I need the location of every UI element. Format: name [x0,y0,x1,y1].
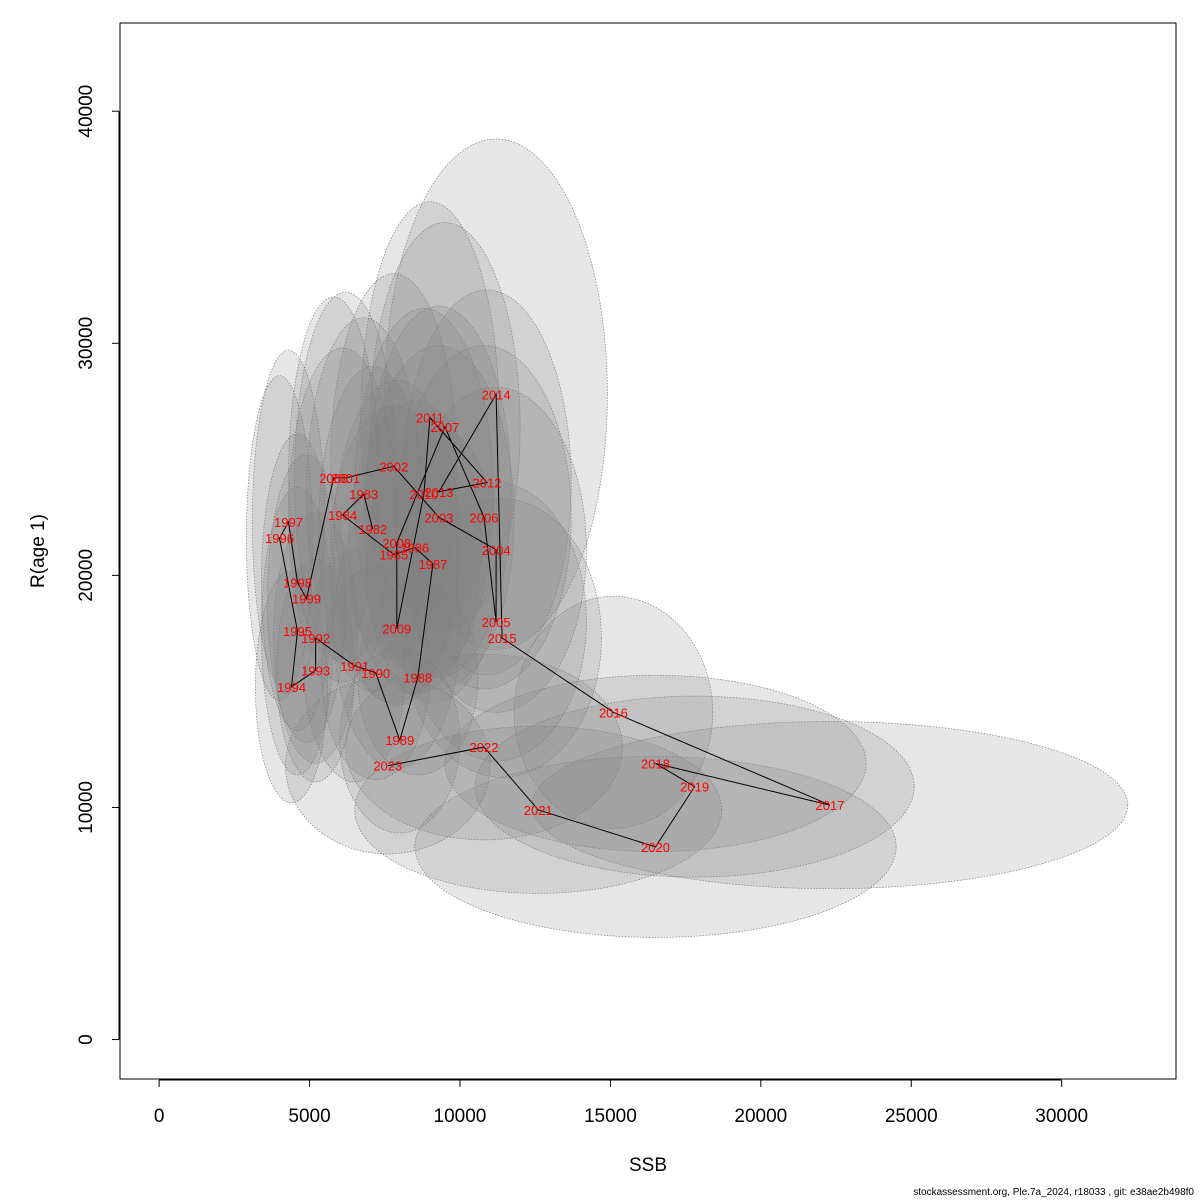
year-label-2003: 2003 [424,510,453,525]
year-label-2013: 2013 [424,485,453,500]
year-label-2014: 2014 [482,387,511,402]
plot-frame [119,22,1177,1080]
y-axis: 0 10000 20000 30000 40000 [76,85,120,1045]
year-label-1993: 1993 [301,664,330,679]
year-label-2008: 2008 [382,536,411,551]
year-label-2005: 2005 [482,615,511,630]
x-axis-title: SSB [629,1155,667,1176]
y-axis-title: R(age 1) [28,514,49,588]
x-tick-label: 20000 [734,1106,787,1127]
year-label-2011: 2011 [416,411,444,426]
year-label-2018: 2018 [641,756,670,771]
x-tick-label: 0 [154,1106,165,1127]
year-label-1982: 1982 [358,522,387,537]
x-tick-label: 15000 [584,1106,637,1127]
year-label-2017: 2017 [816,798,845,813]
year-label-2000: 2000 [319,471,348,486]
y-tick-label: 0 [76,1034,97,1045]
uncertainty-ellipses [246,138,1129,938]
year-label-2023: 2023 [373,759,402,774]
year-label-2019: 2019 [680,780,709,795]
year-label-1991: 1991 [340,659,369,674]
year-label-2015: 2015 [488,631,517,646]
year-label-1984: 1984 [328,508,357,523]
y-tick-label: 30000 [76,317,97,370]
year-label-2007: 2007 [430,420,459,435]
x-tick-label: 25000 [885,1106,938,1127]
year-label-1994: 1994 [277,680,306,695]
year-label-1988: 1988 [403,671,432,686]
year-label-1985: 1985 [379,548,408,563]
year-label-2002: 2002 [379,459,408,474]
year-label-1995: 1995 [283,624,312,639]
year-label-1997: 1997 [274,515,303,530]
year-label-2021: 2021 [524,803,553,818]
year-label-2022: 2022 [470,740,499,755]
year-label-2012: 2012 [473,476,502,491]
year-label-2001: 2001 [331,471,360,486]
year-label-2010: 2010 [409,487,438,502]
year-trajectory-line [278,392,831,848]
year-label-2006: 2006 [470,510,499,525]
year-label-1999: 1999 [292,592,321,607]
y-tick-label: 10000 [76,781,97,834]
year-label-2016: 2016 [599,705,628,720]
year-label-1989: 1989 [385,733,414,748]
year-label-1992: 1992 [301,631,330,646]
year-label-2009: 2009 [382,622,411,637]
footer-credit: stockassessment.org, Ple.7a_2024, r18033… [913,1187,1194,1198]
year-label-1986: 1986 [400,541,429,556]
x-axis: 0 5000 10000 15000 20000 25000 30000 [154,1079,1088,1127]
x-tick-label: 5000 [288,1106,330,1127]
year-label-2004: 2004 [482,543,511,558]
y-tick-label: 20000 [76,549,97,602]
year-label-1990: 1990 [361,666,390,681]
year-label-1996: 1996 [265,531,294,546]
year-label-1998: 1998 [283,575,312,590]
year-label-2020: 2020 [641,840,670,855]
year-label-1983: 1983 [349,487,378,502]
x-tick-label: 30000 [1035,1106,1088,1127]
x-tick-label: 10000 [434,1106,487,1127]
y-tick-label: 40000 [76,85,97,138]
year-label-1987: 1987 [418,557,447,572]
